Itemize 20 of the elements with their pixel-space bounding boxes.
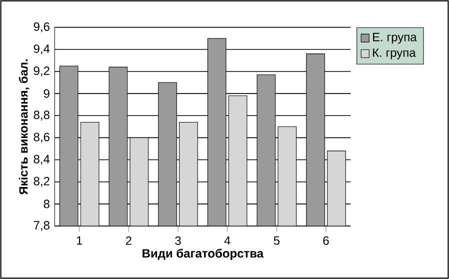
y-tick-label: 9,2 <box>34 66 50 76</box>
legend-label: К. група <box>373 48 416 60</box>
y-tick-label: 9,4 <box>34 44 50 54</box>
y-tick-label: 8,6 <box>34 132 50 143</box>
y-tick-label: 8,8 <box>34 110 50 121</box>
y-tick-label: 9 <box>44 89 50 98</box>
legend-label: Е. група <box>373 32 417 44</box>
x-tick-label: 4 <box>224 236 230 245</box>
y-tick-label: 7,8 <box>34 221 50 231</box>
y-tick-label: 9,6 <box>34 22 50 32</box>
y-tick-label: 8 <box>44 200 50 208</box>
y-tick-label: 8,2 <box>34 176 50 187</box>
y-axis-title: Якість виконання, бал. <box>18 59 30 195</box>
x-tick-label: 3 <box>175 236 181 245</box>
x-axis-title: Види багатоборства <box>142 248 264 260</box>
x-tick-label: 1 <box>76 236 82 245</box>
x-tick-label: 6 <box>323 236 329 245</box>
x-tick-label: 2 <box>126 236 132 245</box>
x-tick-label: 5 <box>274 236 280 245</box>
y-tick-label: 8,4 <box>34 154 50 165</box>
